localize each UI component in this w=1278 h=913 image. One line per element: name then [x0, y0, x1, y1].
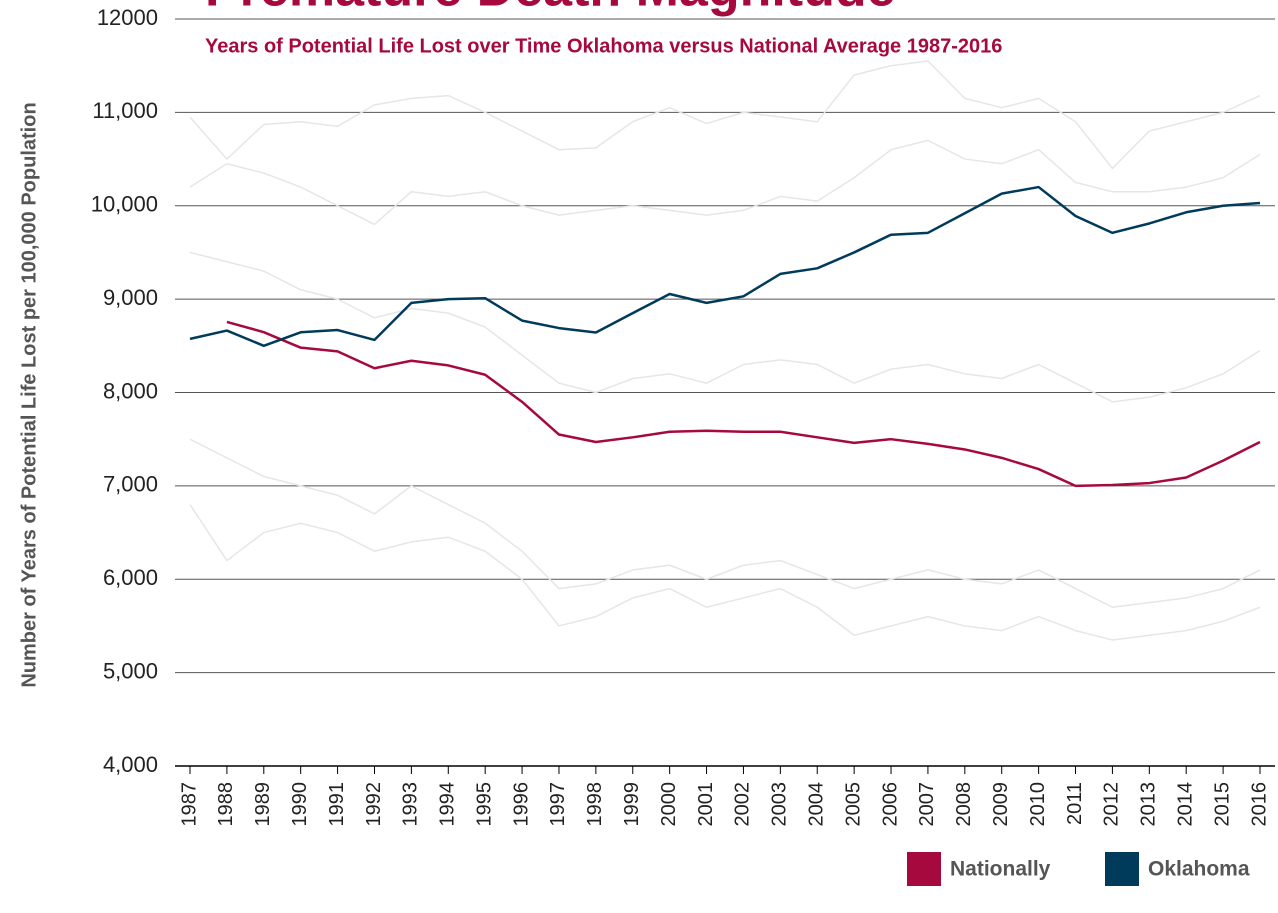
- x-tick-label: 2000: [658, 782, 680, 827]
- x-tick-label: 2012: [1101, 782, 1123, 827]
- x-tick-label: 2003: [769, 782, 791, 827]
- x-tick-label: 1996: [510, 782, 532, 827]
- x-tick-label: 1987: [178, 782, 200, 827]
- x-tick-label: 2002: [732, 782, 754, 827]
- x-tick-label: 2013: [1138, 782, 1160, 827]
- x-tick-label: 1999: [621, 782, 643, 827]
- x-tick-label: 1991: [326, 782, 348, 827]
- y-tick-label: 6,000: [103, 565, 158, 590]
- y-tick-label: 8,000: [103, 378, 158, 403]
- x-tick-label: 2015: [1211, 782, 1233, 827]
- background-line: [189, 139, 1261, 226]
- y-tick-label: 10,000: [91, 192, 158, 217]
- x-tick-label: 2016: [1248, 782, 1270, 827]
- x-tick-label: 1993: [400, 782, 422, 827]
- x-tick-label: 2014: [1174, 782, 1196, 827]
- y-axis-title: Number of Years of Potential Life Lost p…: [18, 102, 40, 687]
- legend-swatch: [907, 852, 941, 886]
- x-tick-label: 2011: [1064, 782, 1086, 825]
- x-tick-label: 2008: [953, 782, 975, 827]
- x-tick-label: 1990: [289, 782, 311, 827]
- x-tick-label: 2007: [916, 782, 938, 827]
- background-line: [189, 60, 1261, 170]
- y-tick-label: 11,000: [92, 98, 158, 123]
- x-tick-label: 1998: [584, 782, 606, 827]
- background-line: [189, 438, 1261, 609]
- x-tick-label: 1988: [215, 782, 237, 827]
- y-tick-label: 7,000: [103, 472, 158, 497]
- x-tick-label: 1997: [547, 782, 569, 827]
- x-tick-label: 2005: [842, 782, 864, 827]
- legend-swatch: [1105, 852, 1139, 886]
- background-line: [189, 251, 1261, 403]
- chart-title: Premature Death Magnitude: [205, 0, 896, 18]
- x-tick-label: 2004: [806, 782, 828, 827]
- x-tick-label: 2001: [695, 782, 717, 827]
- x-tick-label: 1992: [363, 782, 385, 827]
- x-tick-label: 1994: [437, 782, 459, 827]
- x-tick-label: 1995: [473, 782, 495, 827]
- chart-subtitle: Years of Potential Life Lost over Time O…: [205, 35, 1002, 57]
- x-tick-label: 2010: [1027, 782, 1049, 827]
- series-line: [189, 185, 1261, 348]
- y-tick-label: 9,000: [103, 285, 158, 310]
- y-tick-label: 12000: [97, 5, 158, 30]
- series-line: [226, 320, 1261, 488]
- x-tick-label: 1989: [252, 782, 274, 827]
- legend-label: Oklahoma: [1148, 858, 1250, 881]
- y-tick-label: 4,000: [103, 752, 158, 777]
- legend-label: Nationally: [950, 858, 1051, 881]
- x-tick-label: 2009: [990, 782, 1012, 827]
- x-tick-label: 2006: [879, 782, 901, 827]
- background-line: [189, 504, 1261, 641]
- y-tick-label: 5,000: [103, 658, 158, 683]
